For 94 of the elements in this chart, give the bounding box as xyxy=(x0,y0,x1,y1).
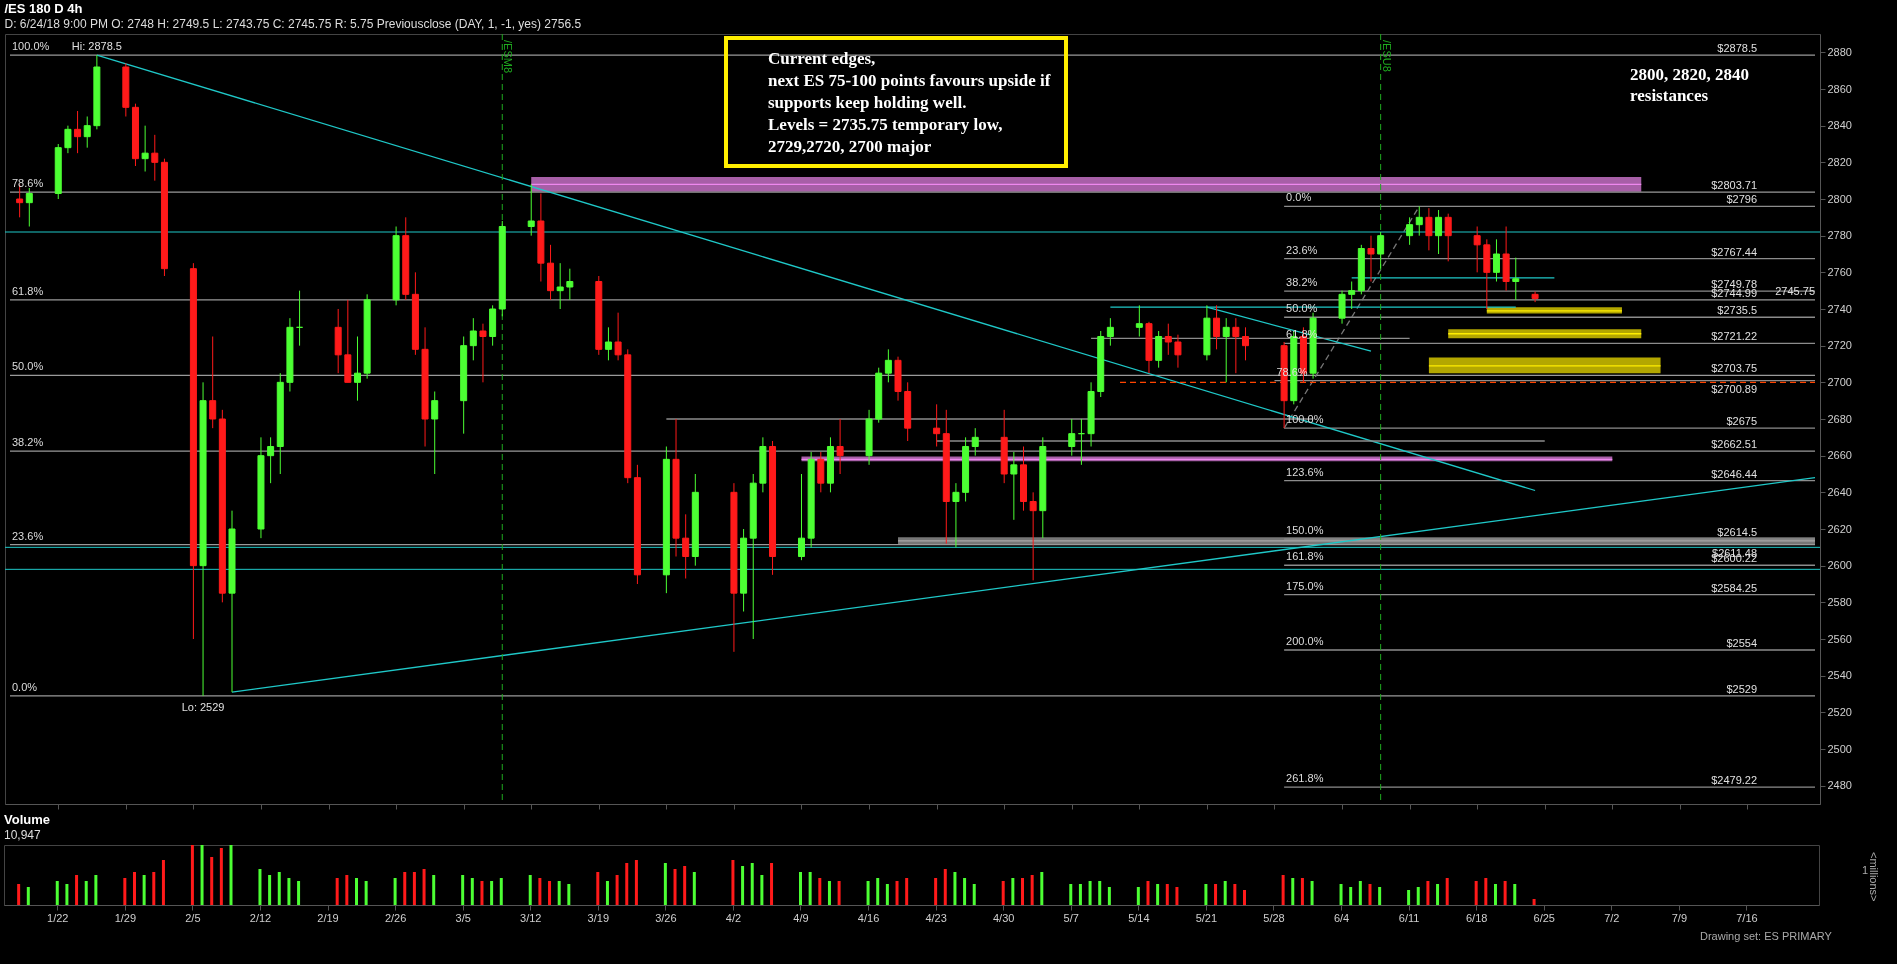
y-tick-label: 2560 xyxy=(1827,632,1852,645)
x-tick-label: 5/14 xyxy=(1128,911,1150,924)
x-tick-label: 3/12 xyxy=(520,911,542,924)
y-tick-label: 2780 xyxy=(1827,229,1852,242)
y-tick-label: 2760 xyxy=(1827,265,1852,278)
y-tick-label: 2880 xyxy=(1827,45,1852,58)
x-tick-label: 7/9 xyxy=(1671,911,1688,924)
x-tick-label: 2/26 xyxy=(384,911,407,924)
y-tick-label: 2700 xyxy=(1827,375,1852,388)
annotation: $2803.71 xyxy=(1711,179,1758,192)
series-label: 123.6% xyxy=(1286,465,1324,478)
annotation: $2721.22 xyxy=(1711,330,1758,343)
y-tick-label: 2600 xyxy=(1827,559,1852,572)
x-tick-label: 5/21 xyxy=(1195,911,1218,924)
annotation: $2796 xyxy=(1726,193,1758,206)
x-tick-label: 3/5 xyxy=(455,911,471,924)
annotation: $2703.75 xyxy=(1711,362,1758,375)
x-tick-label: 2/5 xyxy=(185,911,201,924)
annotation: $2529 xyxy=(1726,682,1758,695)
annotation: Lo: 2529 xyxy=(181,700,225,713)
x-tick-label: 4/23 xyxy=(925,911,947,924)
chart-title: /ES 180 D 4h xyxy=(4,0,83,16)
series-label: 150.0% xyxy=(1286,524,1324,537)
series-label: 78.6% xyxy=(12,177,44,190)
annotation: $2675 xyxy=(1726,415,1758,428)
x-tick-label: 3/26 xyxy=(655,911,677,924)
y-tick-label: 2860 xyxy=(1827,82,1852,95)
annotation: $2735.5 xyxy=(1717,304,1758,317)
annotation: 2800, 2820, 2840 resistances xyxy=(1630,64,1749,106)
y-tick-label: 2480 xyxy=(1827,779,1852,792)
x-tick-label: 1/22 xyxy=(47,911,69,924)
x-tick-label: 4/16 xyxy=(857,911,880,924)
y-tick-label: 2520 xyxy=(1827,705,1852,718)
chart-subtitle: 10,947 xyxy=(4,828,42,842)
text: 1 xyxy=(1862,864,1869,876)
y-tick-label: 2580 xyxy=(1827,595,1852,608)
x-tick-label: 6/25 xyxy=(1533,911,1555,924)
x-tick-label: 2/12 xyxy=(249,911,272,924)
x-tick-label: 4/2 xyxy=(725,911,742,924)
x-tick-label: 6/18 xyxy=(1465,911,1488,924)
y-axis-title: <millions> xyxy=(1868,852,1880,902)
series-label: 0.0% xyxy=(12,680,38,693)
y-tick-label: 2620 xyxy=(1827,522,1852,535)
annotation: $2554 xyxy=(1726,637,1758,649)
x-tick-label: 6/4 xyxy=(1333,911,1350,924)
y-tick-label: 2680 xyxy=(1827,412,1852,425)
annotation: Current edges, next ES 75-100 points favours upside if supports keep holding well. Levels = 2735.75 temporary low, 2729,2720, 2700 major xyxy=(724,36,1069,168)
x-tick-label: 6/11 xyxy=(1398,911,1420,924)
annotation: $2646.44 xyxy=(1711,467,1758,480)
y-tick-label: 2660 xyxy=(1827,449,1852,462)
series-label: 0.0% xyxy=(1286,191,1312,204)
series-label: 100.0% xyxy=(12,40,50,53)
series-label: 175.0% xyxy=(1286,579,1324,592)
y-tick-label: 2500 xyxy=(1827,742,1852,755)
annotation: $2584.25 xyxy=(1711,581,1758,594)
text: Drawing set: ES PRIMARY xyxy=(1700,930,1832,942)
annotation: $2479.22 xyxy=(1711,774,1758,787)
y-tick-label: 2640 xyxy=(1827,485,1852,498)
x-tick-label: 7/2 xyxy=(1604,911,1620,924)
series-label: 38.2% xyxy=(12,436,44,449)
series-label: 200.0% xyxy=(1286,635,1324,647)
x-tick-label: 2/19 xyxy=(317,911,339,924)
y-tick-label: 2800 xyxy=(1827,192,1852,205)
annotation: 2745.75 xyxy=(1775,285,1815,298)
chart-title: Volume xyxy=(4,812,50,827)
series-label: 261.8% xyxy=(1286,772,1324,785)
x-tick-label: 1/29 xyxy=(114,911,137,924)
series-label: 61.8% xyxy=(12,284,44,297)
series-label: 50.0% xyxy=(12,360,44,373)
annotation: $2614.5 xyxy=(1717,526,1758,539)
ref-line-label: /ESM8 xyxy=(502,40,515,74)
y-tick-label: 2740 xyxy=(1827,302,1852,315)
series-label: 23.6% xyxy=(12,529,44,542)
series-label: 161.8% xyxy=(1286,550,1324,563)
y-tick-label: 2540 xyxy=(1827,669,1852,682)
x-tick-label: 5/28 xyxy=(1263,911,1285,924)
series-label: 23.6% xyxy=(1286,243,1318,256)
ref-line-label: /ESU8 xyxy=(1380,40,1393,72)
annotation: $2700.89 xyxy=(1711,382,1758,395)
x-tick-label: 5/7 xyxy=(1063,911,1079,924)
annotation: $2662.51 xyxy=(1711,438,1758,451)
x-tick-label: 4/9 xyxy=(793,911,809,924)
series-label: 38.2% xyxy=(1286,276,1318,289)
x-tick-label: 4/30 xyxy=(992,911,1015,924)
chart-subtitle: D: 6/24/18 9:00 PM O: 2748 H: 2749.5 L: 2743.75 C: 2745.75 R: 5.75 Previousclose (DAY, 1, -1, yes) 2756.5 xyxy=(4,16,582,31)
series-label: 78.6% xyxy=(1276,365,1308,378)
y-tick-label: 2720 xyxy=(1827,339,1852,352)
annotation: Hi: 2878.5 xyxy=(71,40,122,53)
y-tick-label: 2820 xyxy=(1827,155,1852,168)
annotation: $2878.5 xyxy=(1717,42,1758,55)
annotation: $2767.44 xyxy=(1711,245,1758,258)
x-tick-label: 3/19 xyxy=(587,911,610,924)
x-tick-label: 7/16 xyxy=(1736,911,1758,924)
y-tick-label: 2840 xyxy=(1827,119,1852,132)
